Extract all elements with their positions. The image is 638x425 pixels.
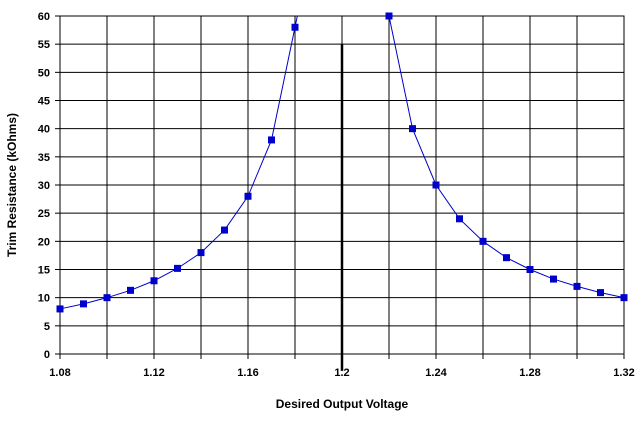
data-point-marker bbox=[56, 305, 64, 313]
data-point-marker bbox=[432, 181, 440, 189]
x-axis-title: Desired Output Voltage bbox=[276, 397, 409, 411]
data-point-marker bbox=[409, 125, 416, 133]
y-tick-label: 0 bbox=[44, 349, 50, 361]
data-point-marker bbox=[550, 275, 557, 283]
series-line bbox=[59, 15, 298, 310]
y-tick-label: 5 bbox=[44, 321, 50, 333]
data-point-marker bbox=[174, 264, 181, 272]
x-tick-label: 1.28 bbox=[519, 367, 540, 379]
x-tick-label: 1.12 bbox=[143, 367, 164, 379]
y-tick-label: 25 bbox=[38, 208, 50, 220]
data-point-marker bbox=[127, 286, 134, 294]
data-point-marker bbox=[268, 136, 275, 144]
data-point-marker bbox=[221, 226, 228, 234]
y-tick-label: 55 bbox=[38, 39, 50, 51]
y-tick-labels: 0 5 10 15 20 25 30 35 40 45 50 55 60 bbox=[38, 11, 50, 361]
y-tick-label: 45 bbox=[38, 96, 50, 108]
y-tick-label: 20 bbox=[38, 236, 50, 248]
data-point-marker bbox=[80, 300, 87, 308]
x-tick-label: 1.2 bbox=[334, 367, 349, 379]
data-point-marker bbox=[620, 294, 628, 302]
data-point-marker bbox=[197, 249, 205, 257]
x-tick-label: 1.08 bbox=[49, 367, 70, 379]
data-point-marker bbox=[479, 237, 487, 245]
x-tick-label: 1.32 bbox=[613, 367, 634, 379]
data-point-marker bbox=[456, 215, 463, 223]
y-tick-label: 40 bbox=[38, 124, 50, 136]
y-tick-label: 60 bbox=[38, 11, 50, 23]
data-point-marker bbox=[244, 192, 252, 200]
data-point-marker bbox=[150, 277, 158, 285]
x-tick-labels: 1.08 1.12 1.16 1.2 1.24 1.28 1.32 bbox=[49, 367, 634, 379]
y-tick-label: 35 bbox=[38, 152, 50, 164]
y-tick-label: 30 bbox=[38, 180, 50, 192]
data-point-marker bbox=[385, 12, 393, 20]
x-tick-label: 1.24 bbox=[425, 367, 447, 379]
data-series bbox=[56, 12, 628, 313]
x-tick-label: 1.16 bbox=[237, 367, 258, 379]
y-tick-label: 10 bbox=[38, 293, 50, 305]
data-point-marker bbox=[597, 289, 604, 297]
data-point-marker bbox=[291, 23, 299, 31]
y-tick-label: 15 bbox=[38, 265, 50, 277]
data-point-marker bbox=[526, 266, 534, 273]
y-axis-title: Trim Resistance (kOhms) bbox=[5, 113, 19, 257]
data-point-marker bbox=[503, 254, 510, 262]
y-tick-label: 50 bbox=[38, 67, 50, 79]
data-point-marker bbox=[103, 294, 111, 302]
data-point-marker bbox=[573, 282, 581, 290]
